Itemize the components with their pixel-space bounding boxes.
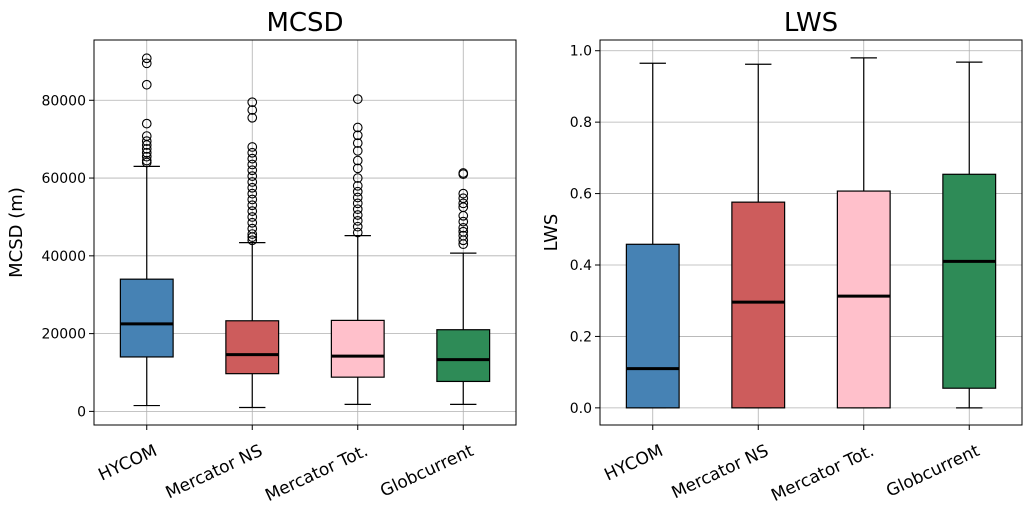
x-tick-label: Mercator Tot. <box>768 441 877 506</box>
outlier-point <box>247 182 258 193</box>
outlier-point <box>141 131 152 141</box>
outlier-point <box>247 217 258 228</box>
box-globcurrent <box>942 173 997 389</box>
lws-panel: 0.0 0.2 0.4 0.6 0.8 1.0 HYCOM Mercator NSMercat… <box>541 8 1023 506</box>
y-tick-label: 0 <box>77 404 86 420</box>
outlier-point <box>352 94 363 104</box>
box-mercator-ns <box>225 320 280 375</box>
outlier-point <box>141 79 152 90</box>
box-hycom <box>119 278 174 358</box>
outlier-point <box>352 145 363 156</box>
outlier-point <box>141 118 152 129</box>
outlier-point <box>352 186 363 197</box>
mcsd-panel: 0 20000 40000 60000 80000 HYCOM Mercator NSMer… <box>6 8 517 506</box>
x-tick-label: HYCOM <box>95 441 160 485</box>
outlier-point <box>458 198 469 209</box>
outlier-point <box>352 155 363 166</box>
outlier-point <box>247 188 258 199</box>
outlier-point <box>141 58 152 69</box>
x-tick-label: Globcurrent <box>377 441 477 502</box>
chart-title: MCSD <box>266 8 343 38</box>
box-hycom <box>625 243 680 409</box>
outlier-point <box>352 138 363 148</box>
y-tick-label: 1.0 <box>570 44 592 60</box>
plot-frame <box>599 39 1023 426</box>
box-mercator-ns <box>731 201 786 409</box>
outlier-point <box>352 227 363 238</box>
outlier-point <box>458 222 469 233</box>
box-mercator-tot- <box>836 190 891 409</box>
y-tick-label: 0.0 <box>570 401 592 417</box>
outlier-point <box>352 204 363 215</box>
outlier-point <box>458 216 469 227</box>
outlier-point <box>352 163 363 174</box>
y-tick-label: 80000 <box>41 93 86 109</box>
y-tick-label: 60000 <box>41 171 86 187</box>
y-tick-label: 20000 <box>41 327 86 343</box>
y-axis-label: MCSD (m) <box>6 187 27 278</box>
outlier-point <box>352 192 363 203</box>
x-tick-label: HYCOM <box>601 441 666 485</box>
outlier-point <box>458 168 469 178</box>
x-tick-label: Mercator NS <box>163 441 266 503</box>
outlier-point <box>247 194 258 205</box>
outlier-point <box>247 112 258 123</box>
outlier-point <box>141 136 152 146</box>
y-tick-label: 0.6 <box>570 187 592 203</box>
outlier-point <box>141 53 152 64</box>
outlier-point <box>458 230 469 241</box>
x-tick-label: Mercator NS <box>669 441 772 503</box>
outlier-point <box>247 177 258 187</box>
outlier-point <box>352 221 363 232</box>
outlier-point <box>141 147 152 158</box>
outlier-point <box>352 130 363 141</box>
outlier-point <box>247 97 258 108</box>
outlier-point <box>141 155 152 166</box>
outlier-point <box>352 173 363 183</box>
outlier-point <box>247 212 258 222</box>
outlier-point <box>247 206 258 216</box>
chart-title: LWS <box>784 8 838 38</box>
outlier-point <box>352 122 363 133</box>
y-axis-label: LWS <box>541 214 562 252</box>
outlier-point <box>247 235 258 246</box>
x-tick-label: Globcurrent <box>883 441 983 502</box>
outlier-point <box>247 229 258 239</box>
outlier-point <box>247 105 258 115</box>
outlier-point <box>247 159 258 170</box>
y-tick-label: 0.8 <box>570 115 592 131</box>
outlier-point <box>352 198 363 209</box>
outlier-point <box>352 215 363 226</box>
outlier-point <box>247 223 258 234</box>
y-tick-label: 40000 <box>41 249 86 265</box>
outlier-point <box>247 153 258 164</box>
outlier-point <box>247 200 258 211</box>
outlier-point <box>458 188 469 199</box>
box-mercator-tot- <box>330 319 385 378</box>
outlier-point <box>247 142 258 152</box>
outlier-point <box>247 147 258 158</box>
y-tick-label: 0.2 <box>570 329 592 345</box>
plot-frame <box>93 39 517 426</box>
outlier-point <box>247 165 258 176</box>
outlier-point <box>458 193 469 204</box>
x-tick-label: Mercator Tot. <box>262 441 371 506</box>
outlier-point <box>458 226 469 237</box>
outlier-point <box>352 180 363 191</box>
outlier-point <box>247 171 258 181</box>
box-globcurrent <box>436 329 491 383</box>
outlier-point <box>141 151 152 162</box>
y-tick-label: 0.4 <box>570 258 592 274</box>
outlier-point <box>352 210 363 220</box>
outlier-point <box>141 144 152 154</box>
